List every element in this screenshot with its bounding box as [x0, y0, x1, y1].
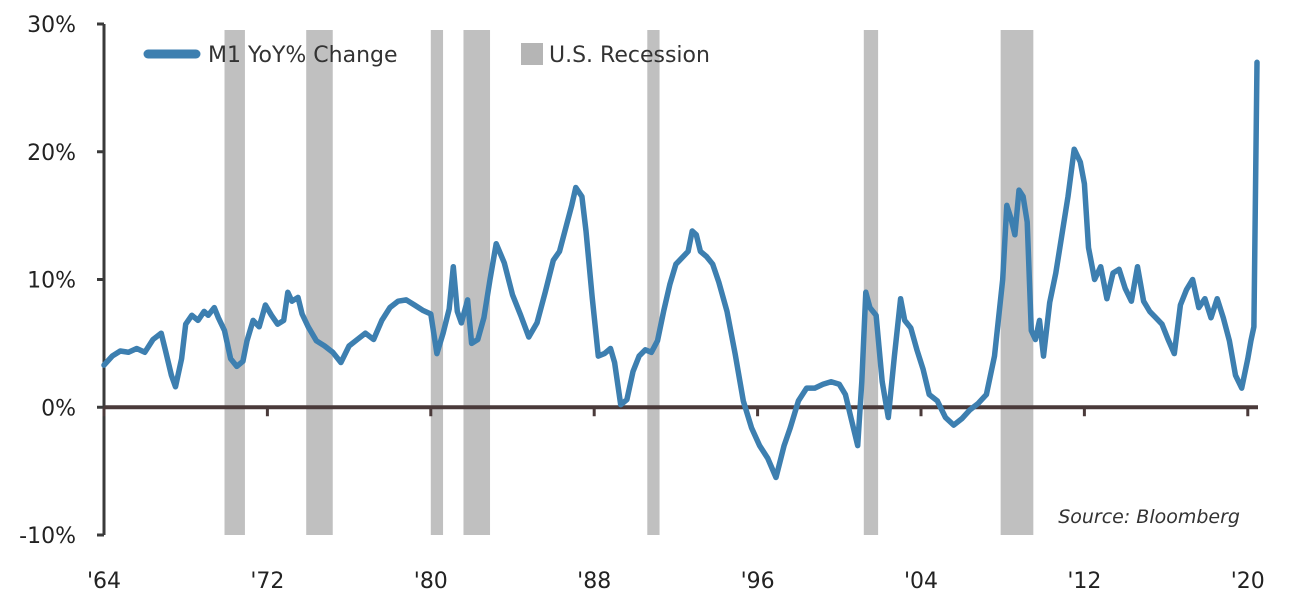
x-tick-label: '96: [741, 569, 775, 594]
y-axis: -10% 0% 10% 20% 30%: [19, 13, 106, 549]
x-tick-label: '12: [1067, 569, 1101, 594]
x-tick-label: '72: [250, 569, 284, 594]
recession-band: [430, 30, 444, 535]
x-tick-label: '64: [87, 569, 121, 594]
series-layer: [101, 59, 1260, 481]
y-tick-label: 20%: [27, 141, 76, 166]
recession-bands: [224, 30, 1034, 535]
y-tick-label: -10%: [19, 524, 76, 549]
x-axis: '64 '72 '80 '88 '96 '04 '12 '20: [87, 405, 1265, 594]
series-line-m1: [101, 59, 1260, 481]
x-tick-label: '80: [414, 569, 448, 594]
recession-band: [647, 30, 660, 535]
y-tick-label: 30%: [27, 13, 76, 38]
recession-band: [224, 30, 245, 535]
y-tick-label: 10%: [27, 269, 76, 294]
legend-label-recession: U.S. Recession: [549, 43, 710, 68]
x-tick-label: '88: [577, 569, 611, 594]
x-tick-label: '20: [1231, 569, 1265, 594]
recession-band: [306, 30, 333, 535]
recession-band: [463, 30, 491, 535]
x-tick-label: '04: [904, 569, 938, 594]
legend: M1 YoY% Change U.S. Recession: [143, 43, 710, 68]
legend-label-m1: M1 YoY% Change: [208, 43, 398, 68]
recession-band: [863, 30, 879, 535]
legend-box-swatch: [521, 43, 543, 65]
source-annotation: Source: Bloomberg: [1058, 506, 1240, 528]
y-tick-label: 0%: [41, 396, 76, 421]
